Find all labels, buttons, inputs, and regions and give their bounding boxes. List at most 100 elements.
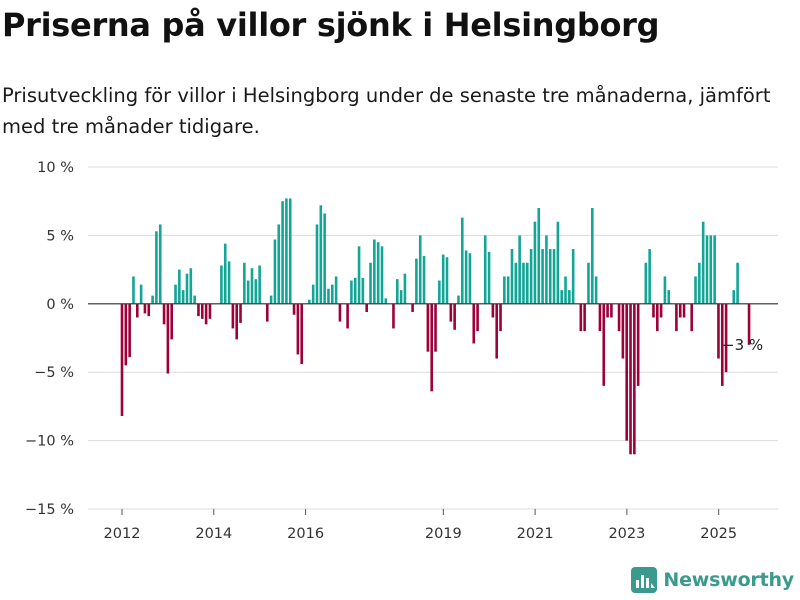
bar [476, 303, 479, 332]
bar [265, 303, 269, 322]
bar [128, 303, 131, 358]
bar [204, 303, 208, 325]
bar [472, 303, 476, 344]
bar [698, 262, 701, 304]
bar [277, 224, 281, 304]
bar [288, 198, 292, 304]
bar [430, 303, 434, 392]
bar [338, 303, 342, 322]
bar [495, 303, 499, 359]
bar [166, 303, 170, 374]
bar [223, 243, 227, 304]
bar [644, 262, 648, 304]
bar [598, 303, 602, 332]
bar [319, 205, 323, 304]
bar [655, 303, 659, 332]
bar [594, 276, 598, 304]
bar [464, 250, 468, 304]
bar [227, 261, 231, 304]
bar [453, 303, 456, 330]
bar [441, 254, 445, 304]
bar [629, 303, 632, 455]
bar [659, 303, 663, 318]
bar [438, 280, 441, 304]
bar [724, 303, 728, 373]
bar [510, 249, 514, 304]
bar [648, 249, 651, 304]
bar [460, 217, 464, 304]
bar [548, 249, 552, 304]
bar [525, 262, 529, 304]
newsworthy-logo-icon [631, 567, 658, 593]
bar [308, 299, 311, 304]
y-tick-label: −15 % [25, 502, 74, 518]
x-tick-label: 2023 [608, 526, 645, 542]
bar [732, 290, 736, 304]
bar [395, 279, 399, 304]
bar [132, 276, 135, 304]
bar [158, 224, 162, 304]
bar [468, 253, 472, 304]
x-tick-label: 2021 [517, 526, 554, 542]
bar [330, 284, 334, 304]
bar [403, 273, 407, 304]
bar [426, 303, 430, 352]
last-value-annotation: −3 % [722, 336, 763, 354]
bar [590, 208, 594, 304]
bar [678, 303, 682, 318]
bar [617, 303, 621, 332]
bar [434, 303, 437, 352]
bar [506, 276, 510, 304]
bar [143, 303, 147, 314]
bar [556, 221, 560, 304]
bar [178, 269, 181, 304]
x-tick-label: 2012 [104, 526, 141, 542]
bar [483, 235, 487, 304]
bar [243, 262, 246, 304]
bar [571, 249, 575, 304]
bar [334, 276, 338, 304]
bar [139, 284, 143, 304]
newsworthy-logo: Newsworthy [631, 565, 794, 595]
bar [667, 290, 671, 304]
bar [361, 277, 365, 304]
x-tick-label: 2025 [700, 526, 737, 542]
bar [162, 303, 166, 325]
bar-chart: 10 %5 %0 %−5 %−10 %−15 % 2012 2014 2016 201… [25, 160, 778, 542]
bar [285, 198, 288, 304]
bar [208, 303, 212, 319]
x-tick-label: 2014 [195, 526, 232, 542]
bar [239, 303, 242, 323]
bar [189, 268, 193, 304]
bar [717, 303, 720, 359]
bar [491, 303, 495, 318]
bar [254, 279, 258, 304]
y-tick-label: 0 % [46, 297, 74, 313]
bar [200, 303, 204, 319]
bar [170, 303, 174, 340]
bar [151, 295, 154, 304]
bar [231, 303, 235, 329]
bar [147, 303, 151, 317]
bar [373, 239, 376, 304]
bar [120, 303, 124, 416]
bar [694, 276, 697, 304]
bar [346, 303, 349, 329]
bar [457, 295, 460, 304]
bar [323, 213, 326, 304]
bar [353, 277, 357, 304]
bar [522, 262, 525, 304]
bar [418, 235, 422, 304]
bar [311, 284, 315, 304]
bar [422, 255, 426, 304]
bar [537, 208, 541, 304]
bar [610, 303, 613, 318]
y-tick-label: −10 % [25, 434, 74, 450]
bar [185, 273, 189, 304]
bar [518, 235, 521, 304]
bar [181, 290, 185, 304]
bar [675, 303, 678, 332]
bar [449, 303, 453, 322]
bar [292, 303, 296, 315]
bar [487, 251, 491, 304]
